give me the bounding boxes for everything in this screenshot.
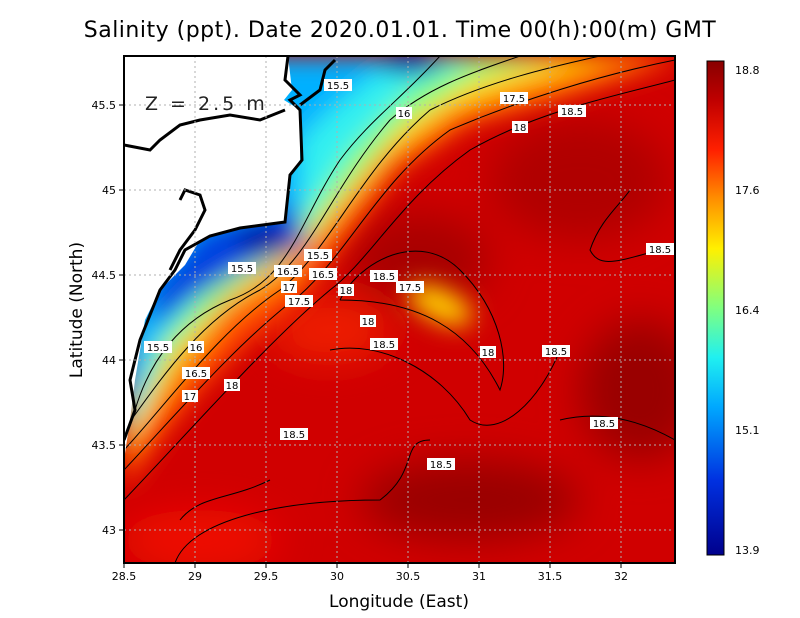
contour-label: 15.5 (327, 81, 349, 92)
depth-label: Z = 2.5 m (145, 93, 268, 115)
colorbar-label: 17.6 (735, 184, 760, 197)
x-tick-label: 29.5 (254, 570, 279, 583)
contour-labels: 15.5 16 17.5 18.5 18 18.5 15.5 16.5 15.5 16.5 17 17… (144, 79, 674, 471)
contour-label: 18.5 (593, 419, 615, 430)
x-tick-label: 32 (614, 570, 628, 583)
colorbar-labels: 18.8 17.6 16.4 15.1 13.9 (735, 64, 760, 557)
contour-label: 16.5 (312, 270, 334, 281)
x-tick-label: 31.5 (538, 570, 563, 583)
y-tick-label: 43 (102, 524, 116, 537)
x-tick-label: 30.5 (396, 570, 421, 583)
contour-label: 18.5 (649, 245, 671, 256)
x-tick-label: 29 (188, 570, 202, 583)
colorbar-label: 13.9 (735, 544, 760, 557)
y-tick-label: 45 (102, 184, 116, 197)
contour-label: 15.5 (307, 251, 329, 262)
x-tick-label: 28.5 (112, 570, 137, 583)
x-tick-label: 30 (330, 570, 344, 583)
y-tick-label: 45.5 (92, 99, 117, 112)
contour-label: 18.5 (373, 272, 395, 283)
land (124, 56, 337, 460)
contour-label: 18.5 (545, 347, 567, 358)
salinity-field: 15.5 16 17.5 18.5 18 18.5 15.5 16.5 15.5 16.5 17 17… (124, 56, 675, 563)
contour-label: 17 (184, 392, 197, 403)
contour-label: 18.5 (283, 430, 305, 441)
contour-lines (124, 56, 675, 563)
colorbar-label: 18.8 (735, 64, 760, 77)
plot-frame (123, 55, 676, 564)
y-tick-label: 44 (102, 354, 116, 367)
x-axis-label: Longitude (East) (329, 592, 469, 612)
contour-label: 17.5 (288, 297, 310, 308)
contour-label: 18.5 (373, 340, 395, 351)
contour-label: 17.5 (399, 283, 421, 294)
contour-label: 18 (514, 123, 527, 134)
colorbar-label: 16.4 (735, 304, 760, 317)
y-tick-label: 43.5 (92, 439, 117, 452)
contour-label: 15.5 (147, 343, 169, 354)
y-axis-label: Latitude (North) (67, 242, 87, 378)
contour-label: 16 (190, 343, 203, 354)
contour-label: 17 (283, 283, 296, 294)
contour-label: 17.5 (503, 94, 525, 105)
contour-label: 16.5 (185, 369, 207, 380)
contour-label: 18 (340, 286, 353, 297)
y-tick-label: 44.5 (92, 269, 117, 282)
contour-label: 16.5 (277, 267, 299, 278)
colorbar (706, 60, 725, 556)
x-axis: 28.5 29 29.5 30 30.5 31 31.5 32 (112, 563, 628, 583)
x-tick-label: 31 (472, 570, 486, 583)
contour-label: 18.5 (561, 107, 583, 118)
contour-label: 18 (226, 381, 239, 392)
contour-label: 18 (482, 348, 495, 359)
contour-label: 18 (362, 317, 375, 328)
colorbar-label: 15.1 (735, 424, 760, 437)
grid (124, 56, 675, 563)
contour-label: 16 (398, 109, 411, 120)
contour-label: 15.5 (231, 264, 253, 275)
contour-label: 18.5 (430, 460, 452, 471)
chart-title: Salinity (ppt). Date 2020.01.01. Time 00… (83, 18, 717, 43)
y-axis: 45.5 45 44.5 44 43.5 43 (92, 99, 124, 537)
